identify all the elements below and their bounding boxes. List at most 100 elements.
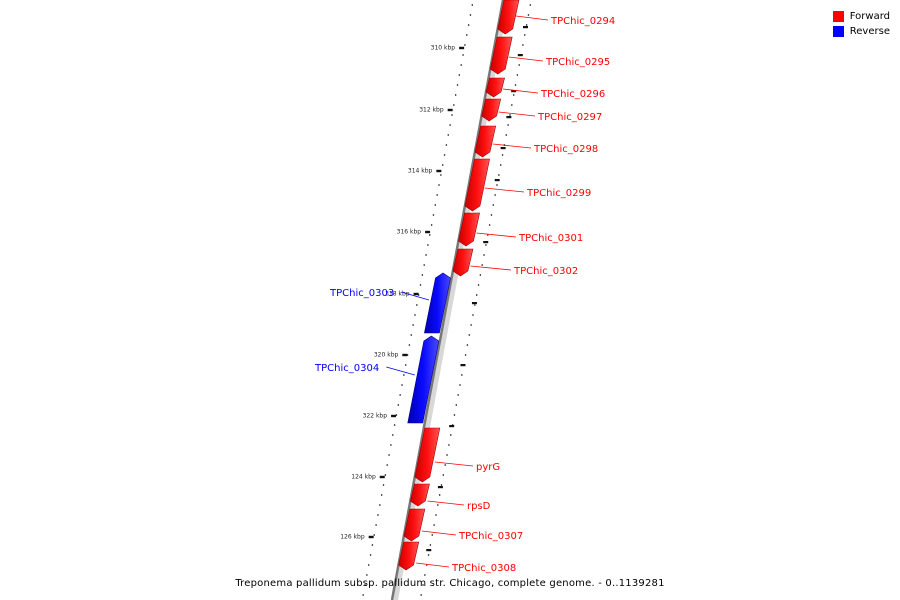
scale-dot: [375, 524, 377, 526]
scale-dot: [419, 284, 422, 286]
scale-dot: [450, 434, 452, 436]
scale-dot: [468, 334, 470, 336]
gene-label: TPChic_0307: [458, 531, 523, 542]
scale-dot: [430, 224, 433, 226]
scale-dot: [461, 374, 463, 376]
gene-arrow: [474, 125, 497, 158]
gene-leader-line: [498, 111, 536, 117]
tick-mark: [368, 535, 374, 539]
scale-dot: [405, 364, 407, 366]
gene-arrow: [485, 77, 505, 98]
tick-mark: [449, 425, 455, 428]
scale-dot: [514, 84, 517, 86]
scale-dot: [392, 434, 394, 436]
tick-mark: [506, 116, 512, 119]
gene-arrow: [464, 158, 490, 212]
tick-mark: [447, 108, 453, 112]
gene-arrow: [414, 427, 441, 483]
gene-TPChic_0303: TPChic_0303: [329, 272, 451, 334]
legend-forward-label: Forward: [849, 11, 890, 22]
tick-mark: [459, 46, 465, 50]
gene-label: TPChic_0303: [329, 288, 394, 299]
scale-dot: [422, 584, 424, 586]
gene-arrow: [424, 272, 451, 334]
tick-mark: [511, 90, 517, 93]
scale-dot: [426, 564, 428, 566]
tick-mark: [413, 292, 419, 296]
gene-leader-line: [508, 56, 544, 62]
scale-dot: [403, 374, 405, 376]
gene-leader-line: [484, 187, 525, 193]
scale-dot: [449, 124, 451, 126]
scale-dot: [432, 214, 435, 216]
scale-dot: [479, 274, 482, 276]
scale-dot: [442, 164, 444, 166]
scale-dot: [477, 284, 480, 286]
gene-leader-line: [515, 15, 549, 21]
scale-dot: [476, 294, 478, 296]
gene-label: TPChic_0298: [533, 144, 598, 155]
scale-dot: [524, 34, 526, 36]
scale-dot: [442, 474, 445, 476]
scale-dot: [388, 454, 390, 456]
scale-dot: [457, 394, 459, 396]
scale-dot: [416, 304, 418, 306]
scale-dot: [425, 254, 427, 256]
scale-dot: [446, 454, 448, 456]
scale-dot: [393, 424, 396, 426]
tick-mark: [437, 486, 443, 489]
tick-mark: [471, 302, 477, 305]
tick-label: 312 kbp: [419, 107, 444, 114]
legend-reverse-label: Reverse: [849, 26, 890, 37]
scale-dot: [469, 14, 472, 16]
tick-label: 322 kbp: [363, 413, 388, 420]
scale-dot: [492, 204, 494, 206]
scale-dot: [427, 244, 429, 246]
gene-TPChic_0307: TPChic_0307: [403, 508, 523, 542]
scale-dot: [440, 174, 442, 176]
tick-mark: [425, 230, 431, 234]
tick-mark: [436, 169, 442, 173]
scale-dot: [368, 564, 370, 566]
gene-TPChic_0302: TPChic_0302: [452, 248, 578, 277]
gene-label: TPChic_0304: [314, 363, 379, 374]
tick-label: 314 kbp: [408, 168, 433, 175]
scale-dot: [440, 484, 443, 486]
scale-dot: [464, 354, 467, 356]
gene-leader-line: [470, 265, 512, 271]
gene-leader-line: [492, 143, 532, 149]
scale-dot: [410, 334, 412, 336]
gene-TPChic_0294: TPChic_0294: [497, 0, 615, 35]
scale-dot: [474, 304, 476, 306]
map-caption: Treponema pallidum subsp. pallidum str. …: [235, 578, 665, 589]
scale-dot: [448, 444, 450, 446]
scale-dot: [373, 534, 375, 536]
scale-dot: [436, 194, 438, 196]
gene-leader-line: [427, 500, 465, 506]
scale-dot: [522, 44, 524, 46]
gene-leader-line: [434, 461, 474, 467]
scale-dot: [481, 264, 483, 266]
tick-label: 126 kbp: [340, 534, 365, 541]
gene-arrow: [398, 541, 420, 571]
scale-dot: [377, 514, 379, 516]
tick-label: 316 kbp: [397, 229, 422, 236]
gene-TPChic_0298: TPChic_0298: [474, 125, 598, 158]
scale-dot: [447, 134, 449, 136]
scale-dot: [500, 164, 502, 166]
scale-dot: [429, 544, 432, 546]
tick-mark: [426, 549, 432, 552]
gene-leader-line: [502, 88, 539, 94]
left-scale-dots: [362, 4, 473, 596]
scale-dot: [444, 464, 446, 466]
gene-label: TPChic_0296: [540, 89, 605, 100]
scale-dot: [401, 384, 403, 386]
gene-features: TPChic_0294 TPChic_0295 TPChic_0296 TPChic_…: [314, 0, 615, 574]
scale-dot: [431, 534, 433, 536]
scale-dot: [390, 444, 392, 446]
scale-dot: [421, 274, 424, 276]
scale-dot: [466, 344, 469, 346]
scale-dot: [458, 74, 461, 76]
gene-arrow: [410, 483, 430, 507]
